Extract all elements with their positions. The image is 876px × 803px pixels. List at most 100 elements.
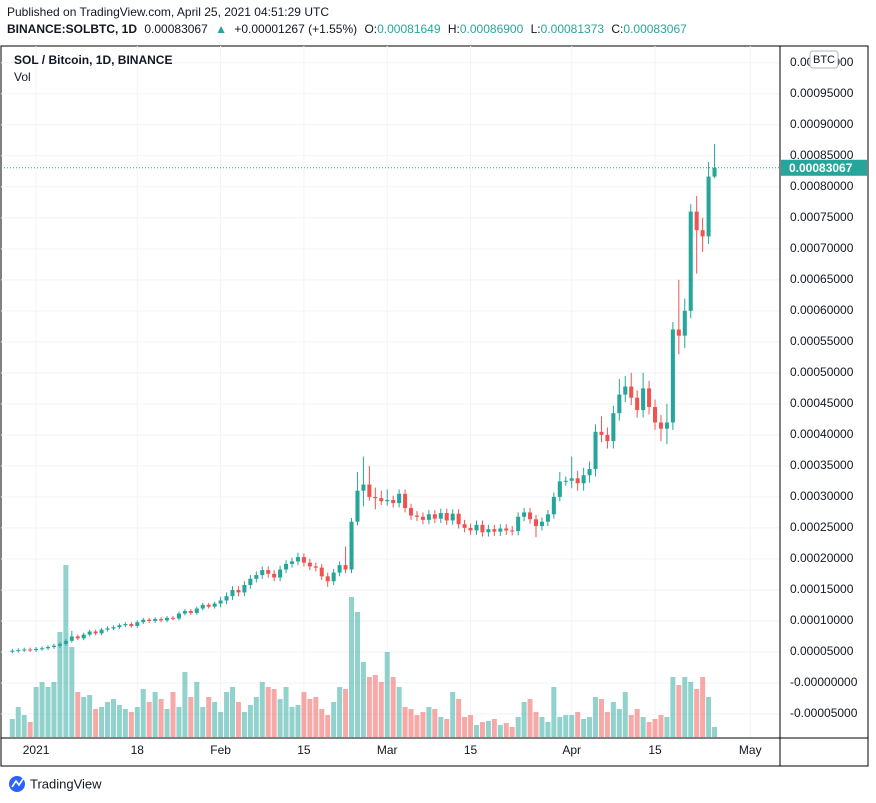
volume-bar	[283, 687, 289, 737]
candle-body	[593, 431, 598, 470]
candle-body	[81, 634, 86, 639]
volume-bar	[295, 705, 301, 737]
y-tick-label: -0.00000000	[790, 675, 858, 689]
volume-bar	[354, 612, 360, 737]
candle-body	[254, 575, 259, 579]
volume-bar	[372, 675, 378, 737]
volume-bar	[551, 687, 557, 737]
candle-body	[284, 563, 289, 570]
volume-bar	[712, 727, 718, 737]
volume-bar	[420, 712, 426, 737]
volume-bar	[414, 715, 420, 737]
ohlc-label: L:	[531, 22, 541, 36]
footer: TradingView	[9, 776, 102, 792]
candle-body	[438, 513, 443, 519]
volume-bar	[259, 682, 265, 737]
y-tick-label: 0.00045000	[790, 396, 854, 410]
ohlc-value: 0.00081373	[541, 22, 605, 36]
candle-body	[682, 310, 687, 336]
axes: -0.00005000 -0.00000000 0.00005000 0.000100…	[1, 55, 867, 757]
volume-bar	[384, 652, 390, 737]
candle-body	[28, 649, 33, 651]
volume-bar	[497, 725, 503, 737]
volume-bar	[557, 717, 563, 737]
candle-body	[409, 508, 414, 516]
volume-bar	[170, 692, 176, 737]
candle-body	[224, 596, 229, 601]
volume-bar	[509, 727, 515, 737]
x-tick-label: 15	[464, 743, 478, 757]
candle-body	[87, 631, 92, 635]
candle-body	[587, 469, 592, 476]
candle-body	[599, 431, 604, 435]
candle-body	[700, 230, 705, 237]
last-price-label: 0.00083067	[789, 161, 853, 175]
candle-body	[343, 565, 348, 570]
volume-bar	[634, 709, 640, 737]
volume-bar	[503, 723, 509, 737]
candle-body	[212, 603, 217, 607]
x-tick-label: Feb	[210, 743, 231, 757]
candle-body	[260, 570, 265, 576]
candle-body	[188, 611, 193, 613]
candle-body	[658, 422, 664, 429]
candle-body	[712, 167, 717, 177]
volume-bar	[581, 719, 587, 737]
volume-bar	[545, 722, 551, 737]
volume-bar	[105, 702, 111, 737]
volume-bar	[360, 662, 366, 737]
volume-bar	[241, 712, 247, 737]
change-arrow: ▲	[215, 22, 227, 36]
y-tick-label: 0.00055000	[790, 334, 854, 348]
volume-bar	[45, 687, 51, 737]
volume-bar	[253, 697, 259, 737]
volume-bar	[676, 685, 682, 737]
candle-body	[10, 650, 15, 652]
candle-body	[373, 496, 378, 499]
volume-bar	[325, 715, 331, 737]
y-tick-label: 0.00050000	[790, 365, 854, 379]
candle-body	[611, 413, 616, 442]
candle-body	[468, 527, 473, 531]
candle-body	[355, 490, 360, 522]
volume-bar	[462, 717, 468, 737]
y-tick-label: 0.00060000	[790, 303, 854, 317]
candle-body	[111, 627, 116, 629]
volume-bar	[212, 702, 218, 737]
candle-body	[474, 524, 479, 531]
volume-bar	[87, 695, 93, 737]
candle-body	[397, 493, 402, 504]
volume-bar	[194, 682, 200, 737]
volume-bar	[569, 715, 575, 737]
last-price-box	[781, 159, 867, 176]
volume-bar	[694, 689, 700, 737]
volume-bar	[700, 677, 706, 737]
volume-bar	[468, 715, 474, 737]
candle-body	[99, 629, 104, 634]
volume-bar	[491, 719, 497, 737]
volume-bar	[81, 697, 87, 737]
volume-bar	[456, 699, 462, 737]
candle-body	[605, 434, 610, 442]
volume-bar	[128, 712, 134, 737]
candle-body	[361, 484, 366, 491]
y-tick-label: 0.00075000	[790, 210, 854, 224]
candle-body	[706, 176, 711, 237]
badge-text: BTC	[813, 54, 835, 66]
candle-body	[641, 388, 646, 411]
badge-box	[809, 50, 839, 69]
volume-bar	[57, 632, 63, 737]
candle-body	[242, 584, 247, 593]
volume-bar	[158, 699, 164, 737]
volume-bar	[349, 597, 355, 737]
candle-layer	[10, 143, 717, 654]
volume-bar	[277, 699, 283, 737]
candle-body	[194, 608, 199, 613]
y-tick-label: 0.00040000	[790, 427, 854, 441]
y-tick-label: 0.00015000	[790, 582, 854, 596]
candle-body	[313, 566, 318, 568]
candle-body	[379, 498, 384, 502]
candle-body	[385, 500, 390, 502]
candle-body	[248, 578, 253, 585]
